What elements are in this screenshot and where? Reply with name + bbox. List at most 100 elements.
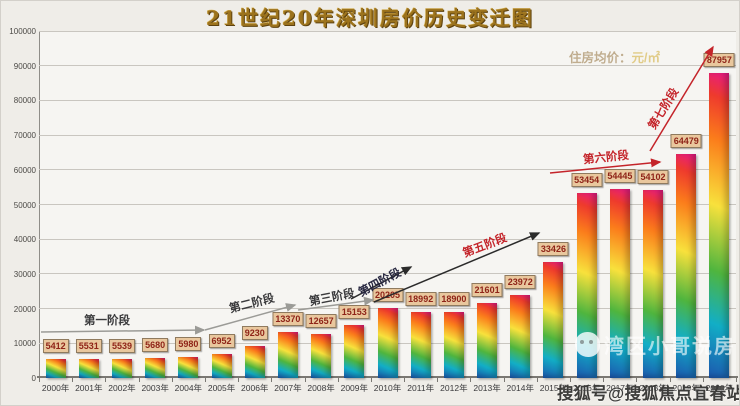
bar-2005年 [211, 353, 232, 378]
x-axis-tick [702, 378, 704, 382]
x-axis-tick [570, 378, 572, 382]
bar-2017年 [609, 189, 630, 378]
bar-2010年 [377, 307, 398, 378]
x-axis-tick [72, 378, 74, 382]
x-axis-tick [370, 378, 372, 382]
x-axis-tick-label: 2003年 [141, 383, 169, 393]
x-axis-tick [271, 378, 273, 382]
bar-value-label: 5680 [142, 338, 169, 353]
x-axis-tick [503, 378, 505, 382]
x-axis-tick-label: 2014年 [506, 383, 534, 393]
bar-2014年 [510, 294, 531, 378]
x-axis-tick [204, 378, 206, 382]
gridline [39, 65, 736, 67]
x-axis-tick-label: 2006年 [241, 383, 269, 393]
watermark-overlay-text: 湾区小哥说房 [604, 336, 736, 358]
bar-value-label: 5539 [108, 338, 135, 353]
watermark-byline: 搜狐号@搜狐焦点宜春站 [557, 385, 740, 403]
x-axis-tick-label: 2012年 [440, 383, 468, 393]
bar-value-label: 18992 [405, 292, 437, 307]
bar-value-label: 15153 [338, 305, 370, 320]
x-axis-tick-label: 2017年 [606, 383, 634, 393]
x-axis-tick [470, 378, 472, 382]
bar-2007年 [277, 331, 298, 378]
bar-2013年 [477, 303, 498, 378]
x-axis-tick-label: 2009年 [340, 383, 369, 393]
x-axis-tick-label: 2015年 [539, 383, 568, 393]
gridline [39, 238, 736, 240]
x-axis-tick-label: 2004年 [174, 383, 203, 393]
x-axis-tick-label: 2001年 [75, 383, 103, 393]
y-axis-tick-label: 80000 [13, 96, 36, 106]
bar-2016年 [576, 192, 597, 378]
gridline [39, 99, 736, 101]
x-axis-tick-label: 2010年 [373, 383, 402, 393]
y-axis-tick-label: 100000 [9, 27, 36, 36]
x-axis-tick [39, 378, 40, 382]
bar-value-label: 12657 [305, 314, 337, 329]
x-axis-tick [404, 378, 406, 382]
unit-label-prefix: 住房均价： [569, 51, 632, 65]
bar-2002年 [111, 358, 132, 378]
bar-2003年 [145, 358, 166, 378]
x-axis-tick-label: 2019年 [672, 383, 700, 393]
x-axis-tick-label: 2020年 [705, 383, 734, 393]
bar-value-label: 5412 [42, 339, 69, 354]
x-axis-tick-label: 2016年 [572, 383, 601, 393]
mascot-icon [575, 332, 600, 357]
x-axis-tick-label: 2005年 [207, 383, 236, 393]
bar-2006年 [244, 345, 265, 378]
x-axis-tick [437, 378, 439, 382]
x-axis-tick [138, 378, 140, 382]
y-axis-tick-label: 40000 [13, 235, 36, 245]
bar-value-label: 23972 [504, 274, 536, 289]
x-axis-tick [669, 378, 671, 382]
bar-2012年 [443, 312, 464, 378]
y-axis-tick-label: 10000 [13, 339, 36, 349]
x-axis-tick-label: 2011年 [407, 383, 435, 393]
bar-value-label: 21601 [471, 283, 503, 298]
bar-2020年 [709, 72, 730, 378]
plot-area: 0 10000 20000 30000 40000 50000 60000 70000 8000… [9, 27, 738, 393]
bar-value-label: 87957 [703, 52, 735, 67]
y-axis-tick-label: 90000 [13, 61, 36, 71]
watermark-overlay: 湾区小哥说房 [575, 330, 736, 359]
x-axis-tick-label: 2007年 [274, 383, 302, 393]
x-axis-tick-label: 2013年 [473, 383, 501, 393]
bar-value-label: 20205 [371, 287, 404, 302]
bar-2001年 [78, 358, 99, 378]
bar-value-label: 54102 [637, 170, 669, 185]
bar-2019年 [676, 154, 697, 378]
bar-value-label: 64479 [670, 134, 702, 149]
gridline [39, 273, 736, 275]
y-axis-tick-label: 30000 [13, 269, 36, 279]
gridline [39, 204, 736, 205]
y-axis-tick-label: 20000 [13, 304, 36, 314]
bar-value-label: 33426 [537, 242, 569, 257]
bar-2009年 [344, 325, 365, 378]
gridline [39, 134, 736, 136]
y-axis-tick-label: 60000 [13, 165, 36, 175]
bar-value-label: 6952 [208, 333, 235, 348]
x-axis-tick-label: 2002年 [108, 383, 136, 393]
x-axis-tick [337, 378, 339, 382]
page-title: 21世纪20年深圳房价历史变迁图 [206, 6, 534, 30]
x-axis-tick [171, 378, 173, 382]
x-axis-tick-label: 2000年 [41, 383, 70, 393]
bar-2011年 [410, 312, 431, 378]
y-axis-tick-label: 70000 [13, 131, 36, 141]
bar-value-label: 54445 [604, 169, 636, 184]
y-axis-tick-label: 50000 [13, 200, 36, 210]
x-axis-tick [736, 378, 737, 382]
x-axis-tick [603, 378, 605, 382]
bar-value-label: 5531 [75, 338, 102, 353]
bar-2004年 [178, 357, 199, 378]
bar-2015年 [543, 262, 564, 378]
x-axis-tick [536, 378, 538, 382]
x-axis-tick [105, 378, 107, 382]
x-axis-tick-label: 2018年 [639, 383, 667, 393]
bar-2018年 [643, 190, 664, 378]
x-axis-tick [238, 378, 240, 382]
bar-2008年 [311, 334, 332, 378]
